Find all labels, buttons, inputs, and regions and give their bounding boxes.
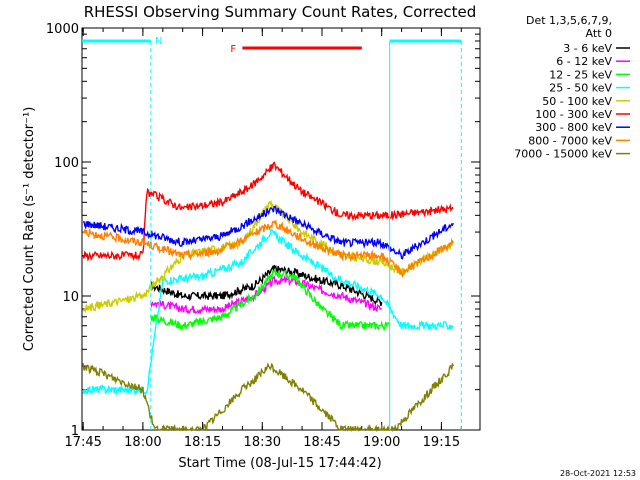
legend-entry-label: 7000 - 15000 keV	[514, 148, 612, 161]
series-4	[82, 199, 454, 314]
series-6	[83, 205, 454, 260]
series-5	[82, 161, 454, 262]
series-line	[150, 264, 383, 306]
chart-title: RHESSI Observing Summary Count Rates, Co…	[84, 3, 477, 21]
legend-entry-label: 6 - 12 keV	[556, 55, 612, 68]
x-tick-label: 18:30	[244, 435, 281, 450]
series-line	[83, 205, 454, 260]
legend-entry-label: 25 - 50 keV	[549, 82, 612, 95]
series-8	[82, 362, 454, 433]
x-tick-label: 18:45	[303, 435, 340, 450]
x-tick-label: 18:15	[184, 435, 221, 450]
series-line	[82, 161, 454, 262]
series-0	[150, 264, 383, 306]
series-line	[82, 199, 454, 314]
x-tick-label: 18:00	[124, 435, 161, 450]
legend-entry-label: 12 - 25 keV	[549, 68, 612, 81]
legend-entry-label: 800 - 7000 keV	[528, 134, 612, 147]
legend-entry-label: 50 - 100 keV	[542, 95, 612, 108]
plot-area: 1 10 100 1000 17:45 18:00 18:15 18:30 18:45 19:00…	[46, 22, 481, 450]
series-line	[82, 228, 454, 396]
y-tick-label: 100	[54, 156, 79, 171]
series-7	[82, 219, 454, 279]
y-tick-label: 1000	[46, 22, 79, 37]
y-tick-label: 10	[62, 290, 79, 305]
x-axis-label: Start Time (08-Jul-15 17:44:42)	[178, 456, 381, 471]
series-3	[82, 228, 454, 396]
x-tick-label: 19:15	[423, 435, 460, 450]
series-2	[150, 267, 391, 332]
legend-entry-label: 100 - 300 keV	[535, 108, 612, 121]
series-line	[82, 219, 454, 279]
y-tick-label: 1	[71, 424, 79, 439]
night-label: N	[155, 36, 162, 47]
legend-entry-label: 3 - 6 keV	[563, 42, 612, 55]
x-tick-label: 17:45	[64, 435, 101, 450]
y-axis-label: Corrected Count Rate (s⁻¹ detector⁻¹)	[22, 107, 37, 352]
series-line	[150, 267, 391, 332]
legend-attenuator-line: Att 0	[586, 27, 612, 40]
legend-entry-label: 300 - 800 keV	[535, 121, 612, 134]
plot-frame	[81, 27, 481, 431]
footer-timestamp: 28-Oct-2021 12:53	[560, 469, 636, 478]
legend-detector-line: Det 1,3,5,6,7,9,	[526, 14, 612, 27]
x-tick-label: 19:00	[363, 435, 400, 450]
flare-label: F	[230, 44, 236, 55]
series-line	[82, 362, 454, 433]
